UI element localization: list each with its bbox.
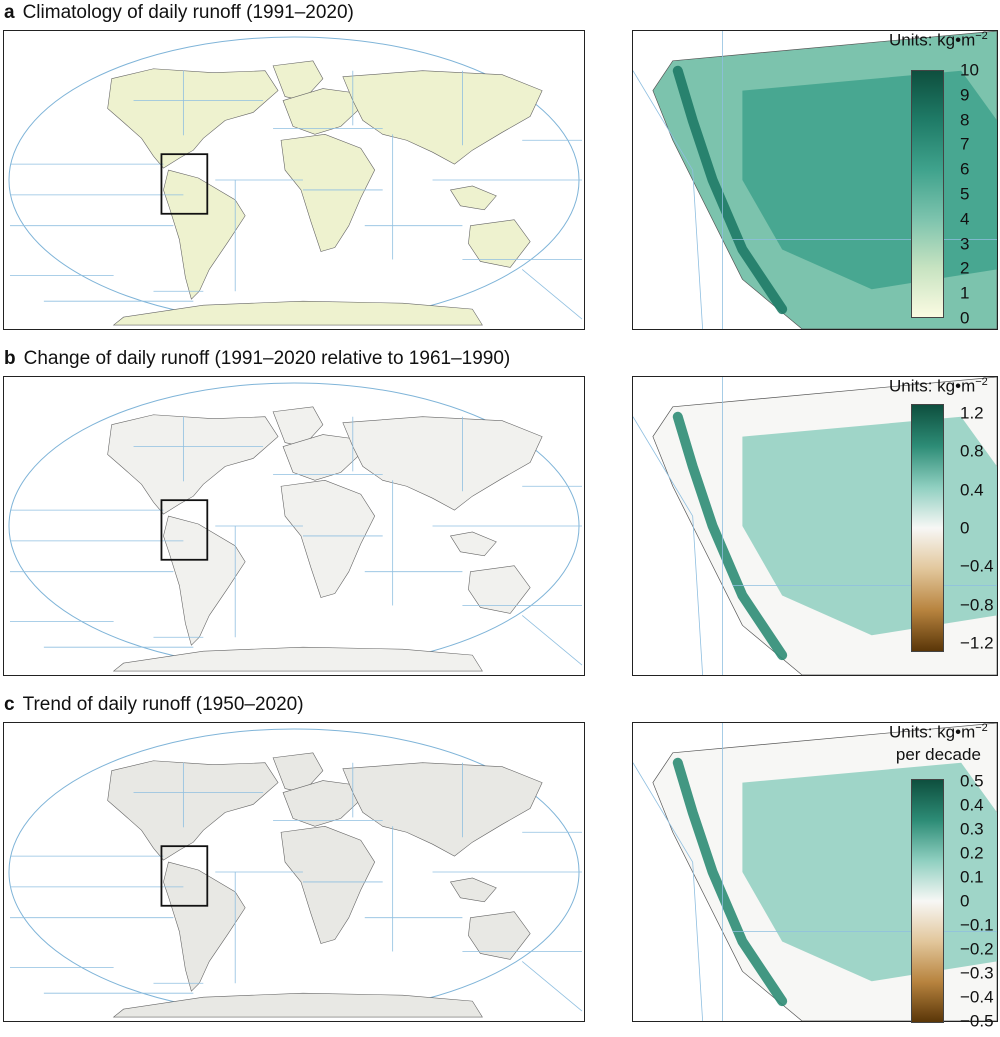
inset-region-box [160,499,209,561]
colorbar-tick-label: −0.3 [960,963,994,983]
panel-title-text: Climatology of daily runoff (1991–2020) [22,2,354,23]
panel-title-text: Trend of daily runoff (1950–2020) [22,694,304,715]
panel-letter: a [4,2,15,23]
colorbar-tick-label: 1 [960,283,970,303]
colorbar-tick-label: 0.2 [960,843,984,863]
panel-title-text: Change of daily runoff (1991–2020 relati… [23,348,511,369]
colorbar-c [911,779,944,1023]
units-label-c: Units: kg•m−2 per decade [889,722,988,764]
colorbar-tick-label: 0.3 [960,819,984,839]
panel-letter: b [4,348,16,369]
world-map-a [3,30,585,330]
colorbar-tick-label: −0.8 [960,595,994,615]
inset-region-box [160,153,209,215]
inset-region-box [160,845,209,907]
colorbar-tick-label: −0.5 [960,1011,994,1031]
colorbar-a [911,70,944,318]
colorbar-tick-label: 6 [960,159,970,179]
colorbar-tick-label: 0.4 [960,795,984,815]
colorbar-tick-label: 2 [960,258,970,278]
panel-c-title: c Trend of daily runoff (1950–2020) [4,694,304,716]
world-map-b [3,376,585,676]
colorbar-tick-label: −1.2 [960,633,994,653]
colorbar-tick-label: −0.4 [960,556,994,576]
colorbar-tick-label: 0.4 [960,480,984,500]
colorbar-tick-label: −0.4 [960,987,994,1007]
colorbar-tick-label: 0 [960,891,970,911]
colorbar-tick-label: 0.5 [960,771,984,791]
colorbar-tick-label: 10 [960,60,979,80]
colorbar-tick-label: 9 [960,85,970,105]
colorbar-tick-label: 0.1 [960,867,984,887]
colorbar-tick-label: 0.8 [960,441,984,461]
units-suffix: per decade [895,744,981,764]
colorbar-tick-label: −0.1 [960,915,994,935]
world-map-c [3,722,585,1022]
colorbar-tick-label: 8 [960,110,970,130]
colorbar-tick-label: 0 [960,518,970,538]
panel-b-title: b Change of daily runoff (1991–2020 relat… [4,348,510,370]
colorbar-tick-label: 0 [960,308,970,328]
colorbar-tick-label: 3 [960,234,970,254]
units-label-b: Units: kg•m−2 [889,376,988,396]
colorbar-tick-label: 5 [960,184,970,204]
panel-a-title: a Climatology of daily runoff (1991–2020) [4,2,354,24]
colorbar-tick-label: −0.2 [960,939,994,959]
panel-letter: c [4,694,15,715]
colorbar-b [911,404,944,652]
colorbar-tick-label: 4 [960,209,970,229]
colorbar-tick-label: 7 [960,134,970,154]
colorbar-tick-label: 1.2 [960,403,984,423]
units-label-a: Units: kg•m−2 [889,30,988,50]
